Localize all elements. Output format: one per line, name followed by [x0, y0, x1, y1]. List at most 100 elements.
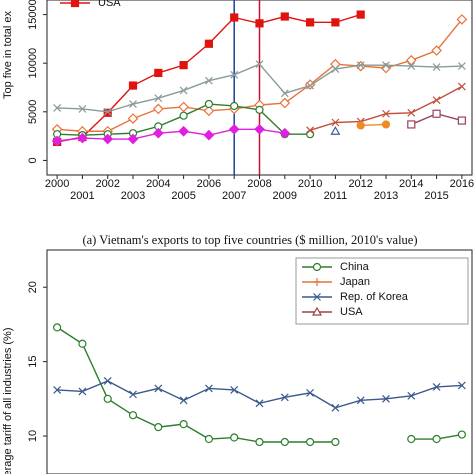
- marker: [432, 383, 441, 391]
- marker: [204, 384, 213, 393]
- legend-label: USA: [340, 306, 363, 318]
- y-tick-label: 5000: [27, 100, 39, 124]
- marker: [204, 434, 214, 444]
- marker: [154, 423, 163, 432]
- marker: [313, 278, 321, 286]
- marker: [53, 103, 62, 112]
- y-tick-label: 20: [27, 281, 39, 293]
- marker: [431, 45, 442, 56]
- marker: [179, 86, 188, 95]
- legend-label: China: [340, 261, 370, 273]
- y-axis-label: erage tariff of all industries (%): [2, 328, 14, 474]
- y-tick-label: 0: [27, 157, 39, 163]
- marker: [230, 70, 239, 79]
- marker: [255, 399, 264, 408]
- caption: (a) Vietnam's exports to top five countr…: [82, 233, 417, 247]
- marker: [331, 437, 340, 447]
- marker: [407, 108, 416, 117]
- marker: [280, 393, 289, 402]
- marker: [78, 339, 87, 348]
- y-tick-label: 15: [27, 356, 39, 368]
- marker: [179, 396, 188, 405]
- marker: [51, 135, 63, 147]
- marker: [103, 108, 112, 117]
- marker: [178, 125, 189, 137]
- x-tick-label: 2005: [171, 190, 195, 202]
- plot-area: [51, 0, 468, 175]
- marker: [306, 81, 315, 90]
- y-tick-label: 10000: [27, 48, 39, 79]
- marker: [279, 97, 291, 109]
- marker: [178, 101, 189, 113]
- x-tick-label: 2012: [348, 178, 372, 190]
- marker: [405, 54, 417, 66]
- marker: [311, 306, 323, 316]
- marker: [457, 430, 466, 439]
- x-tick-label: 2003: [121, 190, 145, 202]
- legend-label: USA: [98, 0, 121, 9]
- marker: [407, 391, 416, 400]
- marker: [457, 381, 466, 390]
- marker: [331, 18, 340, 27]
- marker: [432, 434, 441, 444]
- marker: [432, 63, 441, 72]
- marker: [128, 81, 138, 90]
- x-tick-label: 2013: [374, 190, 398, 202]
- marker: [356, 61, 365, 70]
- x-tick-label: 2009: [273, 190, 297, 202]
- y-tick-label: 15000: [27, 0, 39, 30]
- marker: [312, 262, 322, 272]
- marker: [53, 323, 62, 332]
- x-tick-label: 2002: [95, 178, 119, 190]
- legend-box: [295, 257, 469, 325]
- marker: [255, 437, 264, 447]
- marker: [331, 65, 340, 73]
- legend-label: Rep. of Korea: [340, 291, 409, 303]
- marker: [103, 394, 112, 403]
- marker: [102, 133, 114, 145]
- marker: [382, 109, 390, 118]
- marker: [129, 390, 137, 399]
- marker: [230, 433, 239, 442]
- marker: [103, 377, 112, 385]
- marker: [228, 123, 240, 135]
- series-line: [56, 326, 463, 443]
- marker: [305, 130, 315, 139]
- marker: [255, 19, 264, 28]
- marker: [127, 133, 139, 145]
- x-tick-label: 2007: [222, 190, 246, 202]
- marker: [381, 120, 391, 129]
- marker: [382, 394, 390, 403]
- marker: [280, 89, 289, 98]
- marker: [179, 420, 188, 429]
- marker: [306, 388, 315, 397]
- x-tick-label: 2008: [247, 178, 271, 190]
- plot-area: [53, 323, 466, 447]
- marker: [203, 129, 215, 141]
- marker: [154, 68, 163, 78]
- marker: [331, 118, 340, 127]
- marker: [203, 105, 215, 117]
- marker: [330, 126, 341, 135]
- legend-label: Japan: [340, 276, 370, 288]
- marker: [255, 105, 264, 114]
- marker: [78, 104, 87, 113]
- marker: [407, 62, 416, 71]
- marker: [128, 411, 138, 420]
- x-tick-label: 2010: [298, 178, 322, 190]
- marker: [230, 13, 239, 22]
- marker: [179, 61, 188, 70]
- marker: [230, 385, 239, 394]
- marker: [254, 123, 265, 135]
- marker: [457, 62, 466, 71]
- marker: [152, 127, 164, 139]
- x-tick-label: 2006: [197, 178, 221, 190]
- series-line: [56, 13, 361, 143]
- marker: [407, 434, 416, 444]
- marker: [127, 113, 139, 124]
- marker: [154, 384, 163, 393]
- marker: [356, 396, 365, 405]
- marker: [204, 76, 213, 85]
- x-tick-label: 2004: [146, 178, 170, 190]
